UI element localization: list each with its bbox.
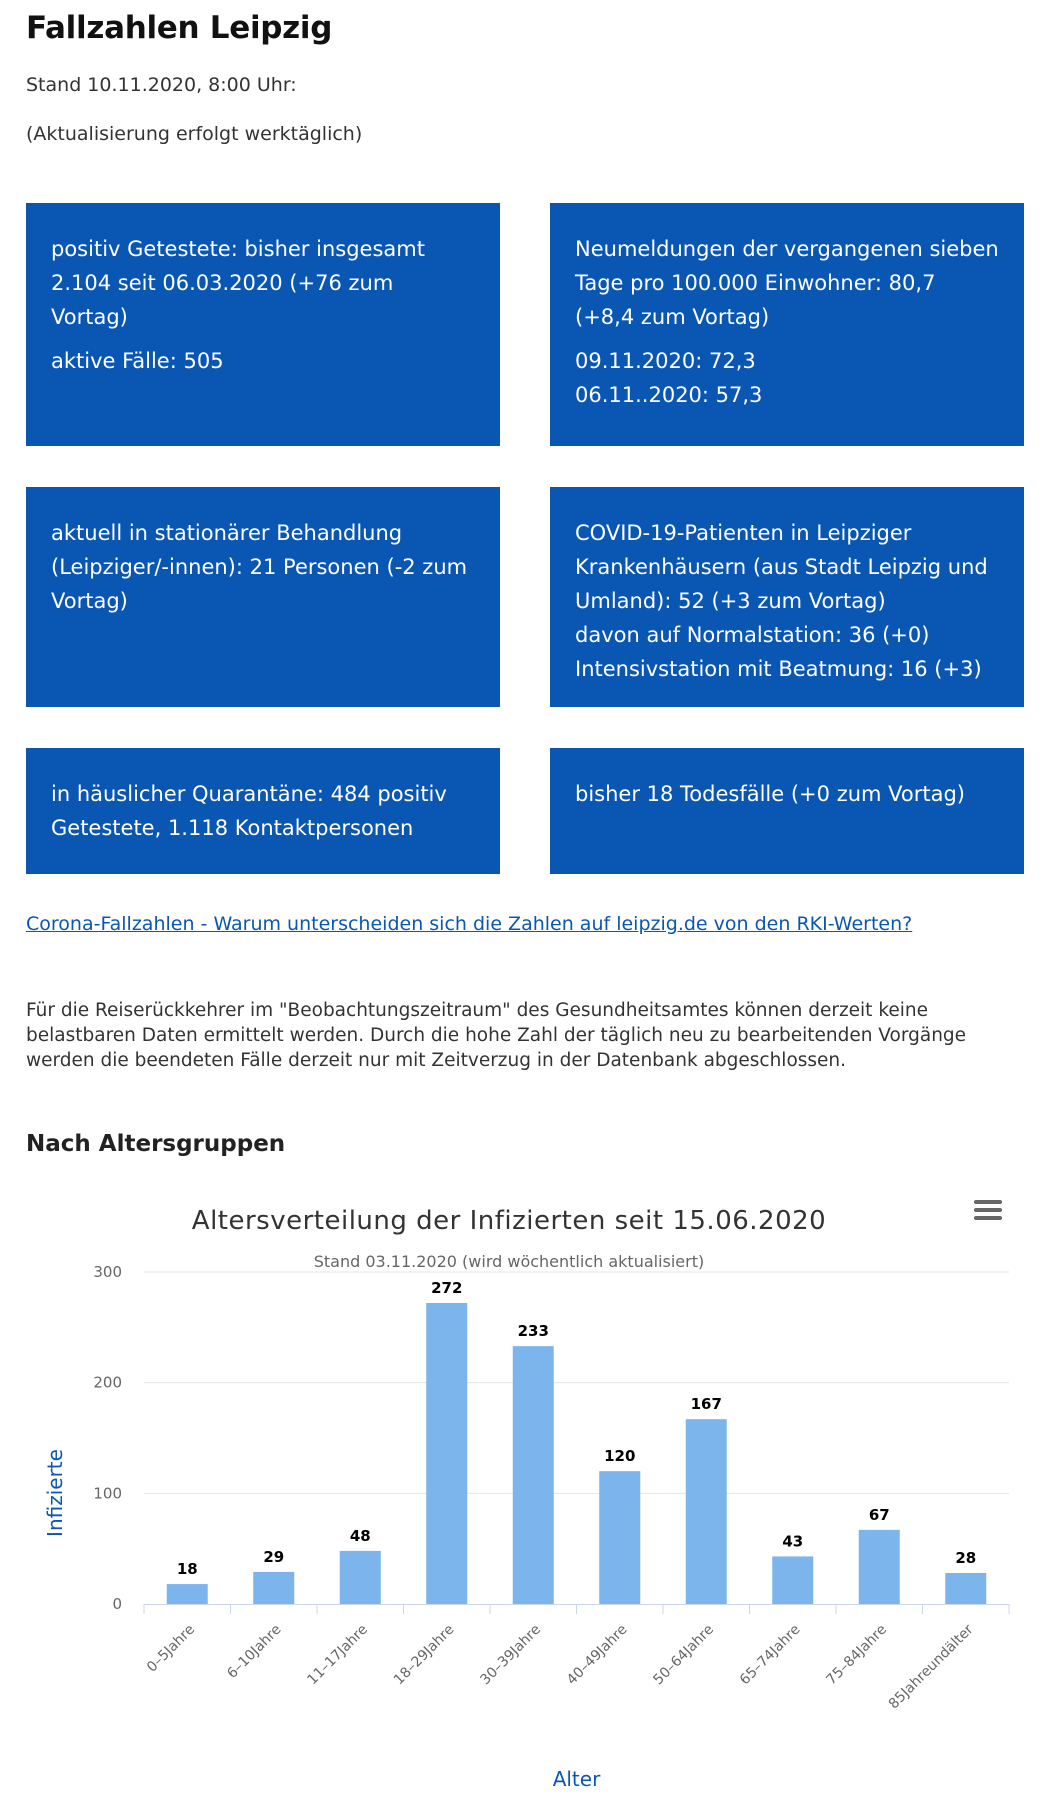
y-tick-label: 200 xyxy=(93,1374,122,1392)
x-axis-title: Alter xyxy=(553,1767,601,1791)
y-tick-label: 0 xyxy=(112,1595,122,1613)
quarantine-text: in häuslicher Quarantäne: 484 positiv Ge… xyxy=(51,782,447,840)
chart-title: Altersverteilung der Infizierten seit 15… xyxy=(192,1206,826,1236)
bar xyxy=(426,1302,468,1604)
hamburger-icon xyxy=(974,1200,1002,1204)
incidence-box: Neumeldungen der vergangenen sieben Tage… xyxy=(550,203,1024,446)
data-label: 18 xyxy=(177,1560,198,1578)
incidence-current: Neumeldungen der vergangenen sieben Tage… xyxy=(575,237,999,329)
y-tick-label: 300 xyxy=(93,1263,122,1281)
y-axis-title: Infizierte xyxy=(43,1449,67,1537)
bar xyxy=(858,1529,900,1604)
intensive-care: Intensivstation mit Beatmung: 16 (+3) xyxy=(575,657,982,681)
incidence-previous-2: 06.11..2020: 57,3 xyxy=(575,383,763,407)
bar xyxy=(253,1571,295,1604)
inpatient-box: aktuell in stationärer Behandlung (Leipz… xyxy=(26,487,500,707)
x-tick-label: 75–84Jahre xyxy=(823,1622,890,1689)
x-tick-label: 11–17Jahre xyxy=(304,1622,371,1689)
x-tick-label: 18–29Jahre xyxy=(391,1622,458,1689)
bar xyxy=(512,1346,554,1604)
incidence-previous-1: 09.11.2020: 72,3 xyxy=(575,349,756,373)
y-tick-label: 100 xyxy=(93,1484,122,1502)
data-label: 29 xyxy=(263,1548,284,1566)
positive-cases-box: positiv Getestete: bisher insgesamt 2.10… xyxy=(26,203,500,446)
data-label: 167 xyxy=(691,1395,722,1413)
bar xyxy=(166,1584,208,1604)
data-label: 272 xyxy=(431,1279,462,1297)
bar xyxy=(599,1471,641,1604)
deaths-box: bisher 18 Todesfälle (+0 zum Vortag) xyxy=(550,748,1024,874)
x-tick-label: 6–10Jahre xyxy=(224,1622,284,1682)
data-label: 67 xyxy=(869,1506,890,1524)
bar xyxy=(339,1550,381,1604)
chart-canvas: Altersverteilung der Infizierten seit 15… xyxy=(43,1206,1010,1791)
x-tick-label: 65–74Jahre xyxy=(737,1622,804,1689)
hospital-patients-total: COVID-19-Patienten in Leipziger Krankenh… xyxy=(575,521,988,613)
travel-returnee-note: Für die Reiserückkehrer im "Beobachtungs… xyxy=(26,1000,967,1071)
inpatient-text: aktuell in stationärer Behandlung (Leipz… xyxy=(51,521,468,613)
deaths-text: bisher 18 Todesfälle (+0 zum Vortag) xyxy=(575,782,965,806)
x-tick-label: 50–64Jahre xyxy=(650,1622,717,1689)
page-title: Fallzahlen Leipzig xyxy=(26,10,333,46)
hospital-patients-box: COVID-19-Patienten in Leipziger Krankenh… xyxy=(550,487,1024,707)
x-tick-label: 30–39Jahre xyxy=(477,1622,544,1689)
update-note: (Aktualisierung erfolgt werktäglich) xyxy=(26,123,363,145)
stand-text: Stand 10.11.2020, 8:00 Uhr: xyxy=(26,74,297,96)
data-label: 28 xyxy=(955,1549,976,1567)
bar xyxy=(685,1419,727,1604)
chart-menu-button[interactable] xyxy=(974,1200,1002,1226)
data-label: 43 xyxy=(782,1532,803,1550)
normal-ward: davon auf Normalstation: 36 (+0) xyxy=(575,623,930,647)
data-label: 120 xyxy=(604,1447,635,1465)
age-groups-heading: Nach Altersgruppen xyxy=(26,1131,286,1157)
x-tick-label: 85Jahreundälter xyxy=(886,1621,977,1712)
x-tick-label: 40–49Jahre xyxy=(564,1622,631,1689)
bar xyxy=(945,1573,987,1604)
age-distribution-chart: Altersverteilung der Infizierten seit 15… xyxy=(26,1180,1026,1800)
chart-subtitle: Stand 03.11.2020 (wird wöchentlich aktua… xyxy=(314,1252,705,1271)
bar xyxy=(772,1556,814,1604)
quarantine-box: in häuslicher Quarantäne: 484 positiv Ge… xyxy=(26,748,500,874)
data-label: 48 xyxy=(350,1527,371,1545)
active-cases: aktive Fälle: 505 xyxy=(51,349,224,373)
positive-cases-total: positiv Getestete: bisher insgesamt 2.10… xyxy=(51,237,425,329)
data-label: 233 xyxy=(518,1322,549,1340)
x-tick-label: 0–5Jahre xyxy=(144,1622,198,1676)
rki-difference-link[interactable]: Corona-Fallzahlen - Warum unterscheiden … xyxy=(26,913,913,935)
